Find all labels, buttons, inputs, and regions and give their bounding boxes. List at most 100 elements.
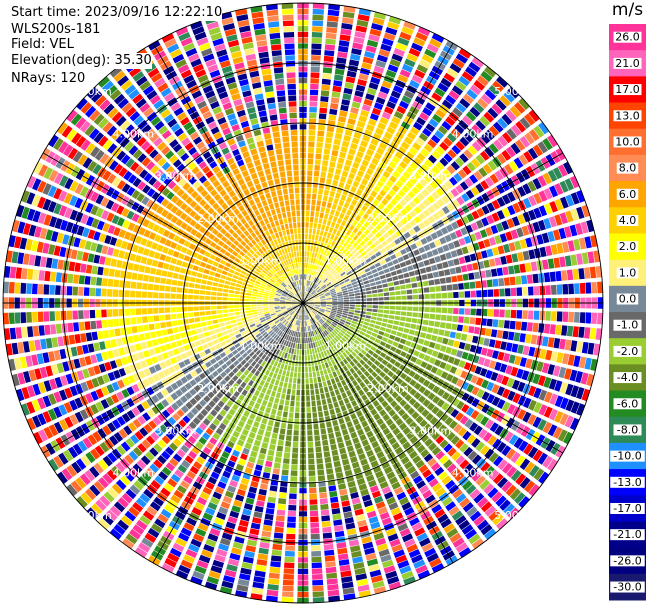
- range-gate: [387, 220, 395, 228]
- range-gate: [501, 113, 513, 126]
- range-gate: [85, 451, 96, 464]
- range-gate: [293, 306, 299, 311]
- range-gate: [272, 385, 278, 392]
- range-gate: [116, 338, 123, 347]
- range-gate: [415, 459, 425, 469]
- range-gate: [340, 318, 346, 323]
- range-gate: [271, 315, 278, 320]
- range-gate: [346, 236, 352, 243]
- range-gate: [312, 317, 316, 323]
- range-gate: [346, 283, 352, 288]
- range-gate: [363, 363, 370, 370]
- range-gate: [391, 225, 399, 232]
- range-gate: [383, 309, 390, 314]
- range-gate: [339, 320, 345, 325]
- range-gate: [353, 251, 360, 258]
- range-gate: [288, 309, 294, 314]
- range-gate: [305, 268, 308, 274]
- range-gate: [360, 327, 367, 333]
- range-gate: [480, 250, 488, 259]
- range-gate: [491, 199, 501, 210]
- range-gate: [378, 330, 385, 336]
- range-gate: [307, 170, 313, 176]
- range-gate: [491, 103, 503, 115]
- range-gate: [340, 104, 349, 112]
- range-gate: [315, 328, 320, 335]
- range-gate: [228, 387, 236, 394]
- range-gate: [228, 293, 234, 297]
- range-gate: [316, 347, 320, 353]
- range-gate: [326, 379, 332, 386]
- range-gate: [250, 367, 257, 374]
- range-gate: [506, 128, 517, 140]
- range-gate: [517, 409, 527, 420]
- range-gate: [371, 440, 380, 449]
- range-gate: [496, 518, 508, 530]
- range-gate: [488, 125, 500, 137]
- range-gate: [154, 346, 161, 354]
- range-gate: [212, 396, 220, 404]
- range-gate: [236, 363, 243, 370]
- range-gate: [405, 151, 415, 160]
- range-gate: [455, 439, 465, 449]
- range-gate: [337, 442, 345, 449]
- range-gate: [366, 474, 375, 482]
- range-gate: [413, 216, 422, 224]
- range-gate: [542, 172, 553, 185]
- range-gate: [455, 266, 462, 274]
- range-gate: [25, 238, 33, 251]
- range-gate: [205, 481, 215, 490]
- range-gate: [298, 308, 301, 314]
- range-gate: [573, 355, 581, 368]
- range-gate: [372, 309, 378, 313]
- range-gate: [271, 332, 277, 338]
- range-gate: [432, 113, 443, 124]
- range-gate: [501, 375, 510, 386]
- range-gate: [525, 334, 532, 344]
- range-gate: [391, 442, 400, 450]
- range-gate: [305, 314, 307, 320]
- range-gate: [554, 183, 564, 195]
- range-gate: [566, 325, 574, 337]
- range-gate: [330, 209, 336, 216]
- range-gate: [354, 261, 360, 267]
- range-gate: [93, 480, 105, 493]
- range-gate: [223, 288, 229, 293]
- range-gate: [379, 259, 386, 265]
- range-gate: [404, 384, 413, 393]
- range-gate: [329, 332, 335, 338]
- range-gate: [427, 205, 436, 214]
- range-gate: [361, 178, 369, 186]
- range-gate: [378, 387, 386, 395]
- range-gate: [468, 533, 481, 545]
- range-gate: [426, 552, 439, 563]
- range-gate: [187, 306, 194, 312]
- range-gate: [332, 329, 338, 335]
- range-gate: [271, 324, 277, 329]
- range-gate: [160, 508, 172, 519]
- range-gate: [435, 285, 441, 292]
- range-gate: [241, 285, 248, 289]
- range-gate: [352, 284, 359, 288]
- range-gate: [57, 471, 68, 484]
- range-gate: [310, 354, 314, 361]
- range-gate: [295, 355, 299, 361]
- range-gate: [387, 576, 400, 585]
- range-gate: [458, 519, 470, 531]
- range-gate: [268, 490, 277, 498]
- range-gate: [314, 359, 318, 366]
- range-gate: [271, 314, 277, 318]
- range-gate: [286, 527, 296, 534]
- range-gate: [567, 240, 575, 252]
- range-gate: [235, 318, 242, 323]
- range-gate: [370, 254, 377, 261]
- range-gate: [494, 340, 502, 349]
- range-gate: [413, 373, 421, 381]
- range-gate: [326, 367, 332, 374]
- range-gate: [174, 333, 181, 340]
- range-gate: [161, 399, 170, 408]
- range-gate: [319, 212, 324, 219]
- range-gate: [390, 198, 398, 206]
- range-gate: [399, 436, 408, 445]
- range-gate: [161, 270, 168, 277]
